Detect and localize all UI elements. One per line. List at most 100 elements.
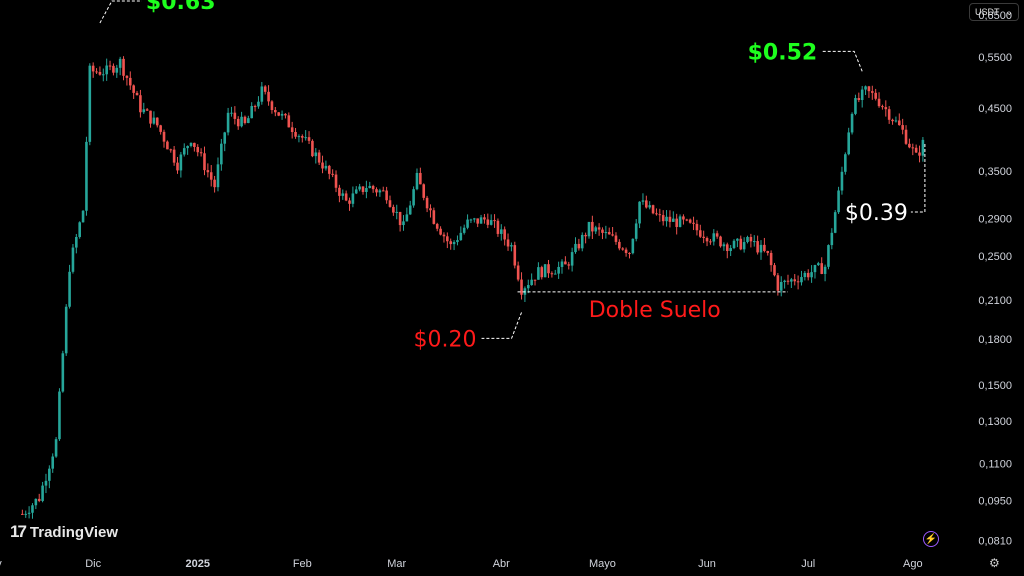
candle-body xyxy=(415,172,419,190)
currency-label: USDT xyxy=(975,7,1000,17)
candle-body xyxy=(844,154,847,172)
candle-body xyxy=(213,179,216,188)
candle-body xyxy=(560,261,564,267)
candle-body xyxy=(658,214,662,216)
candle-body xyxy=(277,112,280,116)
candle-body xyxy=(914,147,918,153)
candle-body xyxy=(553,273,557,275)
candle-body xyxy=(247,118,250,124)
candle-body xyxy=(540,267,544,278)
candle-body xyxy=(773,265,776,276)
candle-body xyxy=(725,244,729,251)
candle-body xyxy=(661,215,665,222)
candle-body xyxy=(142,109,146,113)
candle-body xyxy=(904,129,908,144)
candle-body xyxy=(695,223,699,231)
high-price-label: $0.63 xyxy=(146,0,216,15)
high-leader-line xyxy=(99,0,142,24)
x-tick-label: Jul xyxy=(801,558,815,570)
candle-body xyxy=(236,118,240,127)
candle-body xyxy=(68,271,71,307)
y-tick-label: 0,2100 xyxy=(978,295,1012,307)
candle-body xyxy=(641,200,645,202)
candle-body xyxy=(638,201,641,224)
x-tick-label: Ago xyxy=(903,558,923,570)
candle-body xyxy=(719,236,722,247)
y-tick-label: 0,5500 xyxy=(978,52,1012,64)
candle-body xyxy=(473,218,476,220)
candle-body xyxy=(489,220,493,225)
candle-body xyxy=(354,189,358,194)
candle-body xyxy=(526,285,530,289)
candle-body xyxy=(334,174,338,188)
candle-body xyxy=(98,71,102,75)
candle-body xyxy=(368,185,372,189)
candle-body xyxy=(365,188,368,192)
candle-body xyxy=(166,141,169,150)
gear-icon[interactable]: ⚙ xyxy=(989,556,1000,570)
candle-body xyxy=(34,498,38,506)
candle-body xyxy=(847,132,850,155)
candle-body xyxy=(655,213,658,215)
candle-body xyxy=(722,244,726,247)
price-axis[interactable]: 0,6500 0,5500 0,4500 0,3500 0,2900 0,2500 0,21… xyxy=(978,10,1012,547)
candle-body xyxy=(537,267,540,280)
candle-body xyxy=(243,116,247,124)
candle-body xyxy=(776,275,780,291)
candle-body xyxy=(820,263,824,274)
candle-body xyxy=(422,184,426,198)
candle-body xyxy=(280,113,284,116)
candle-body xyxy=(911,147,915,149)
candle-body xyxy=(257,101,260,107)
tradingview-logo[interactable]: 17 TradingView xyxy=(10,522,118,542)
candle-body xyxy=(31,505,34,513)
candle-body xyxy=(894,120,898,122)
candle-body xyxy=(85,141,88,211)
candle-body xyxy=(95,71,98,73)
candle-body xyxy=(307,137,311,141)
candle-body xyxy=(206,170,210,173)
candle-body xyxy=(692,222,695,224)
candle-body xyxy=(510,245,513,247)
y-tick-label: 0,0810 xyxy=(978,535,1012,547)
candle-body xyxy=(233,112,237,119)
candle-body xyxy=(793,279,797,282)
candle-body xyxy=(499,229,503,234)
candle-body xyxy=(135,92,139,96)
candle-body xyxy=(624,249,628,253)
candle-body xyxy=(891,119,894,122)
y-tick-label: 0,1300 xyxy=(978,416,1012,428)
logo-text: TradingView xyxy=(29,523,119,541)
candle-body xyxy=(176,162,179,171)
candle-body xyxy=(715,233,719,237)
candle-body xyxy=(240,116,243,127)
candle-body xyxy=(408,205,412,215)
candle-body xyxy=(810,272,813,278)
candle-body xyxy=(530,279,533,286)
candle-body xyxy=(61,353,65,392)
candle-body xyxy=(91,65,95,72)
candle-body xyxy=(351,193,355,204)
candle-body xyxy=(668,216,672,222)
candle-body xyxy=(446,236,449,242)
candle-body xyxy=(779,282,783,291)
candle-body xyxy=(223,132,227,144)
candle-body xyxy=(155,117,159,126)
lightning-icon[interactable]: ⚡ xyxy=(923,531,939,547)
candle-body xyxy=(459,232,463,241)
time-axis[interactable]: Nov Dic 2025 Feb Mar Abr Mayo Jun Jul Ago xyxy=(0,558,923,570)
candle-body xyxy=(732,240,736,249)
candle-body xyxy=(432,210,436,224)
currency-selector[interactable]: USDT ⌄ xyxy=(969,3,1019,21)
candle-body xyxy=(564,261,567,265)
candle-body xyxy=(897,120,901,126)
candle-body xyxy=(388,200,392,207)
double-bottom-label: Doble Suelo xyxy=(589,298,721,323)
candle-body xyxy=(348,200,351,204)
candle-body xyxy=(884,107,888,110)
candle-body xyxy=(739,238,743,250)
candle-body xyxy=(901,125,904,130)
candle-body xyxy=(756,241,759,253)
candle-body xyxy=(604,232,608,234)
